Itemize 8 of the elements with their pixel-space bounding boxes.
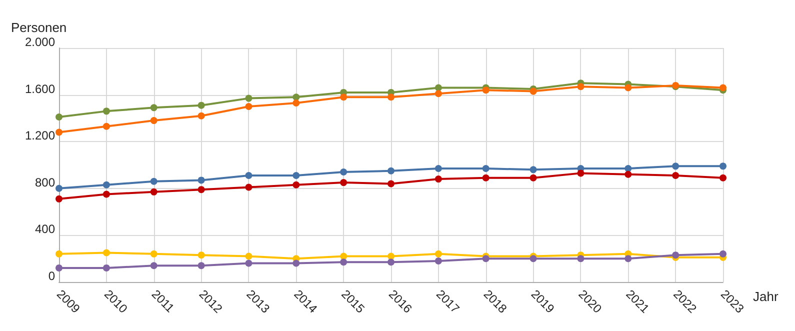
y-tick-label: 2.000 bbox=[24, 35, 56, 49]
y-axis-title: Personen bbox=[11, 20, 67, 35]
y-tick-label: 800 bbox=[34, 175, 56, 190]
x-axis-title: Jahr bbox=[753, 289, 779, 304]
y-tick-label: 1.200 bbox=[24, 128, 56, 143]
y-tick-label: 0 bbox=[48, 269, 56, 283]
y-tick-label: 1.600 bbox=[24, 82, 56, 96]
y-tick-label: 400 bbox=[34, 222, 56, 236]
